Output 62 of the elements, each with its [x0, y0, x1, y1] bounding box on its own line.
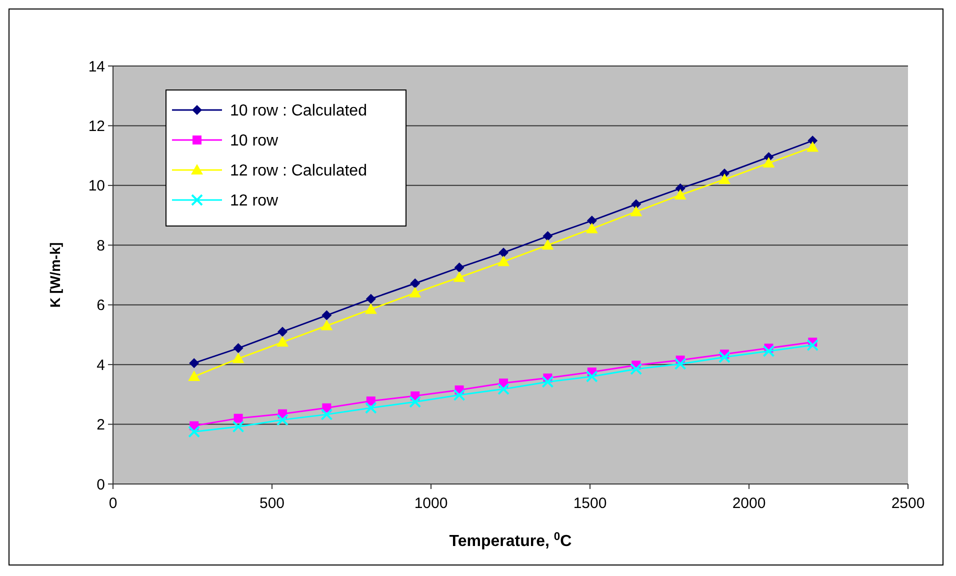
x-tick-label: 2000	[732, 495, 766, 512]
point	[276, 414, 288, 426]
legend-label: 10 row : Calculated	[230, 102, 367, 120]
point	[188, 426, 200, 438]
y-tick-label: 4	[96, 356, 105, 374]
point	[631, 199, 642, 210]
y-tick-label: 12	[88, 118, 105, 135]
point	[674, 188, 686, 200]
point	[762, 157, 775, 168]
point	[586, 216, 597, 226]
y-tick-label: 0	[96, 476, 105, 494]
point	[453, 271, 466, 282]
point	[630, 206, 642, 216]
point	[762, 345, 775, 358]
legend-label: 12 row	[230, 192, 278, 210]
point	[674, 358, 686, 370]
point	[586, 222, 598, 234]
point	[234, 414, 243, 423]
point	[410, 278, 420, 288]
point	[718, 351, 731, 364]
legend-label: 10 row	[230, 132, 278, 150]
point	[586, 370, 598, 383]
point	[322, 310, 332, 320]
y-tick-label: 6	[96, 297, 105, 314]
point	[542, 376, 554, 388]
point	[366, 294, 376, 304]
y-tick-label: 2	[96, 416, 105, 434]
x-tick-label: 500	[259, 495, 285, 512]
point	[409, 396, 422, 408]
point	[806, 339, 819, 352]
point	[364, 303, 377, 314]
point	[498, 256, 510, 266]
y-tick-label: 10	[88, 178, 105, 195]
x-tick-label: 0	[108, 495, 118, 512]
point	[498, 383, 510, 396]
point	[364, 402, 377, 414]
legend-label: 12 row : Calculated	[230, 162, 367, 180]
point	[542, 239, 554, 250]
point	[498, 248, 509, 258]
point	[806, 141, 819, 152]
point	[233, 343, 244, 354]
x-tick-label: 1500	[573, 495, 607, 512]
y-tick-label: 8	[96, 237, 105, 254]
point	[454, 262, 464, 273]
point	[630, 363, 642, 376]
point	[189, 358, 200, 368]
point	[542, 231, 553, 242]
y-axis-title: K [W/m-k]	[47, 242, 63, 308]
x-tick-label: 2500	[891, 495, 925, 512]
point	[232, 420, 244, 433]
x-axis-title: Temperature, $^{0}$C	[449, 531, 572, 550]
y-tick-label: 14	[88, 58, 105, 76]
point	[453, 389, 466, 402]
point	[188, 370, 200, 382]
point	[718, 173, 731, 184]
point	[409, 286, 422, 298]
point	[276, 336, 288, 347]
x-tick-label: 1000	[414, 495, 448, 512]
point	[320, 408, 333, 420]
point	[277, 326, 288, 337]
point	[320, 320, 333, 330]
point	[232, 352, 244, 364]
